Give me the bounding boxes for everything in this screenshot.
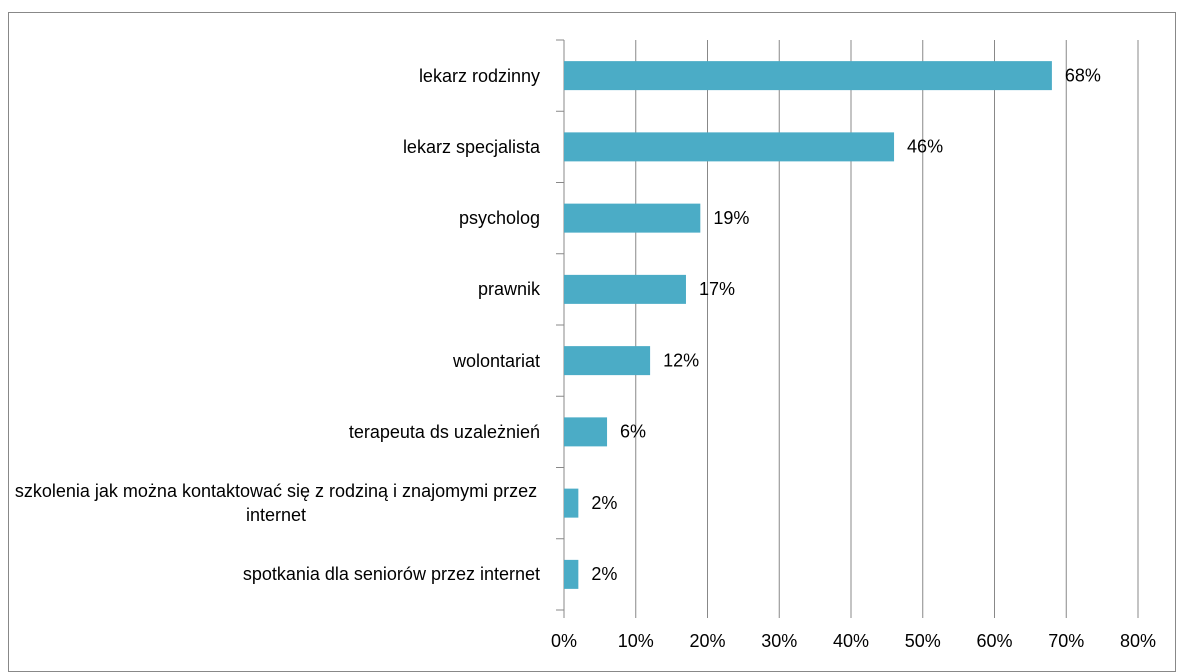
data-label: 68%	[1065, 65, 1101, 85]
y-tick-label: lekarz specjalista	[402, 136, 540, 157]
data-label: 17%	[699, 279, 735, 299]
data-label: 2%	[591, 564, 617, 584]
y-tick-label: szkolenia jak można kontaktować się z ro…	[14, 481, 538, 526]
bar	[564, 346, 651, 376]
y-tick-label-box: lekarz specjalista	[12, 117, 540, 177]
x-tick-label: 70%	[1048, 631, 1084, 651]
bar	[564, 203, 701, 233]
y-tick-label: terapeuta ds uzależnień	[348, 421, 540, 442]
x-tick-label: 60%	[976, 631, 1012, 651]
x-tick-label: 20%	[689, 631, 725, 651]
x-tick-label: 40%	[833, 631, 869, 651]
bar	[564, 559, 579, 589]
data-label: 12%	[663, 350, 699, 370]
data-label: 6%	[620, 422, 646, 442]
data-label: 46%	[907, 137, 943, 157]
data-label: 2%	[591, 493, 617, 513]
y-tick-label-box: terapeuta ds uzależnień	[12, 402, 540, 462]
y-tick-label-box: szkolenia jak można kontaktować się z ro…	[12, 473, 540, 533]
y-tick-label-box: psycholog	[12, 188, 540, 248]
y-tick-label-box: spotkania dla seniorów przez internet	[12, 544, 540, 604]
bar	[564, 132, 895, 162]
y-tick-label-box: wolontariat	[12, 331, 540, 391]
x-tick-label: 10%	[618, 631, 654, 651]
bar	[564, 274, 686, 304]
bar	[564, 417, 608, 447]
y-tick-label: spotkania dla seniorów przez internet	[242, 564, 540, 585]
y-tick-label: wolontariat	[452, 350, 540, 371]
y-tick-label-box: prawnik	[12, 259, 540, 319]
y-tick-label: prawnik	[477, 279, 540, 300]
bar	[564, 61, 1052, 91]
data-label: 19%	[713, 208, 749, 228]
y-tick-label: psycholog	[458, 208, 540, 229]
bar	[564, 488, 579, 518]
x-tick-label: 30%	[761, 631, 797, 651]
x-tick-label: 0%	[551, 631, 577, 651]
x-tick-label: 50%	[905, 631, 941, 651]
y-tick-label-box: lekarz rodzinny	[12, 46, 540, 106]
x-tick-label: 80%	[1120, 631, 1156, 651]
y-tick-label: lekarz rodzinny	[418, 65, 540, 86]
